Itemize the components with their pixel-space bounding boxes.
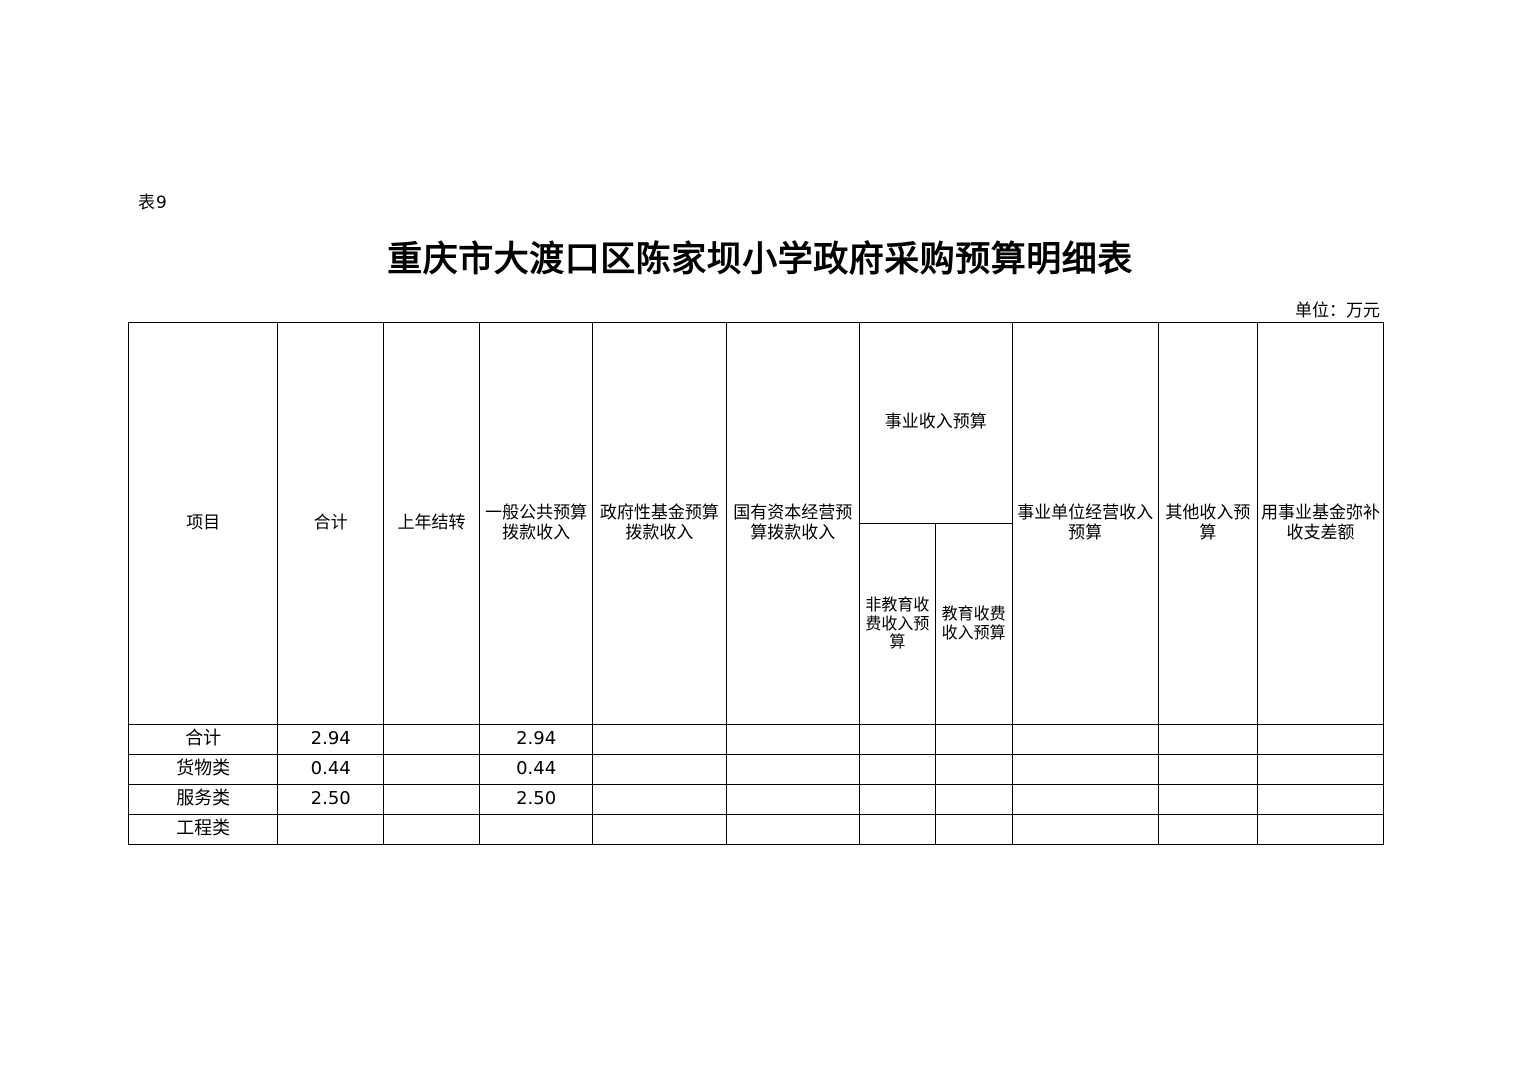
cell-fund-offset-deficit [1256,724,1385,755]
cell-edu-fee-income [934,814,1013,845]
cell-fund-offset-deficit [1256,784,1385,815]
cell-business-unit-operating-income [1011,724,1159,755]
cell-non-edu-fee-income [858,814,936,845]
cell-other-income [1157,724,1258,755]
cell-state-capital-budget [725,724,860,755]
column-header-business-income-group: 事业收入预算 [858,322,1013,524]
procurement-budget-table: 项目 合计 上年结转 一般公共预算拨款收入 政府性基金预算拨款收入 国有资本经营… [127,322,1385,845]
cell-other-income [1157,814,1258,845]
cell-gov-fund-budget [592,784,727,815]
column-header-other-income: 其他收入预算 [1157,322,1258,725]
cell-state-capital-budget [725,814,860,845]
table-row: 工程类 [127,814,1385,845]
cell-gov-fund-budget [592,814,727,845]
cell-carryover [383,784,481,815]
cell-edu-fee-income [934,784,1013,815]
row-label: 货物类 [127,754,279,785]
cell-gov-fund-budget [592,724,727,755]
cell-non-edu-fee-income [858,754,936,785]
cell-carryover [383,724,481,755]
cell-general-public-budget: 2.94 [479,724,594,755]
column-header-edu-fee-income: 教育收费收入预算 [934,523,1013,725]
table-number-label: 表9 [138,193,168,213]
cell-business-unit-operating-income [1011,784,1159,815]
cell-general-public-budget: 2.50 [479,784,594,815]
column-header-total: 合计 [277,322,385,725]
cell-business-unit-operating-income [1011,754,1159,785]
column-header-item: 项目 [127,322,279,725]
row-label: 工程类 [127,814,279,845]
cell-business-unit-operating-income [1011,814,1159,845]
cell-total: 0.44 [277,754,385,785]
column-header-general-public-budget: 一般公共预算拨款收入 [479,322,594,725]
column-header-carryover: 上年结转 [383,322,481,725]
cell-state-capital-budget [725,754,860,785]
cell-non-edu-fee-income [858,724,936,755]
column-header-gov-fund-budget: 政府性基金预算拨款收入 [592,322,727,725]
table-header: 项目 合计 上年结转 一般公共预算拨款收入 政府性基金预算拨款收入 国有资本经营… [127,322,1385,725]
column-header-non-edu-fee-income: 非教育收费收入预算 [858,523,936,725]
cell-state-capital-budget [725,784,860,815]
cell-carryover [383,754,481,785]
page-title: 重庆市大渡口区陈家坝小学政府采购预算明细表 [387,240,1133,280]
cell-general-public-budget [479,814,594,845]
cell-total: 2.94 [277,724,385,755]
cell-total: 2.50 [277,784,385,815]
cell-edu-fee-income [934,754,1013,785]
cell-carryover [383,814,481,845]
row-label: 合计 [127,724,279,755]
cell-non-edu-fee-income [858,784,936,815]
column-header-state-capital-budget: 国有资本经营预算拨款收入 [725,322,860,725]
cell-general-public-budget: 0.44 [479,754,594,785]
cell-fund-offset-deficit [1256,754,1385,785]
row-label: 服务类 [127,784,279,815]
cell-fund-offset-deficit [1256,814,1385,845]
table-row: 货物类 0.44 0.44 [127,754,1385,785]
table-row: 合计 2.94 2.94 [127,724,1385,755]
table-row: 服务类 2.50 2.50 [127,784,1385,815]
column-header-business-unit-operating-income: 事业单位经营收入预算 [1011,322,1159,725]
cell-gov-fund-budget [592,754,727,785]
table-body: 合计 2.94 2.94 货物类 0.44 0.44 服务类 2.50 2.50 工程类 [127,724,1385,845]
cell-edu-fee-income [934,724,1013,755]
cell-other-income [1157,754,1258,785]
column-header-fund-offset-deficit: 用事业基金弥补收支差额 [1256,322,1385,725]
unit-note: 单位：万元 [1295,301,1380,321]
cell-total [277,814,385,845]
cell-other-income [1157,784,1258,815]
header-row-top: 项目 合计 上年结转 一般公共预算拨款收入 政府性基金预算拨款收入 国有资本经营… [127,322,1385,725]
header-row-sub: 非教育收费收入预算 教育收费收入预算 [129,523,1384,725]
